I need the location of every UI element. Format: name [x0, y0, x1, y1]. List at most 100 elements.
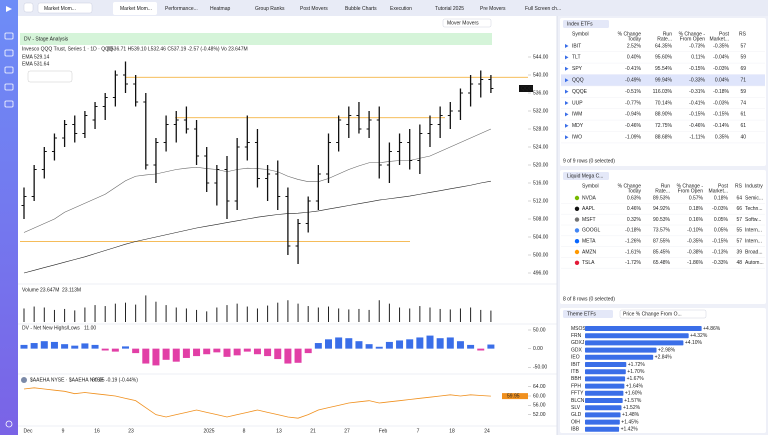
nav-icon[interactable] [4, 32, 14, 40]
bar[interactable] [585, 412, 621, 418]
tab[interactable] [428, 2, 472, 15]
tab-label[interactable]: Heatmap [210, 6, 231, 12]
table-cell[interactable]: TSLA [582, 260, 595, 266]
column-header[interactable]: Post [719, 31, 730, 37]
table-cell[interactable]: TLT [572, 55, 581, 61]
widget-tab[interactable] [563, 20, 609, 28]
table-cell[interactable]: IWO [572, 135, 582, 141]
bar[interactable] [585, 347, 657, 353]
nav-icon[interactable] [4, 83, 14, 91]
table-cell[interactable]: SPY [572, 66, 583, 72]
column-header[interactable]: Rate... [657, 36, 672, 42]
table-cell[interactable]: META [582, 239, 596, 245]
tab-label[interactable]: Performance... [165, 6, 198, 12]
table-cell[interactable]: NVDA [582, 195, 597, 201]
tab-label[interactable]: Pre Movers [480, 6, 506, 12]
column-header[interactable]: Today [628, 188, 642, 194]
column-header[interactable]: RS [735, 183, 743, 189]
column-header[interactable]: Market... [710, 36, 729, 42]
column-header[interactable]: From Open [680, 36, 706, 42]
column-header[interactable]: Symbol [572, 31, 589, 37]
metric-select[interactable] [619, 309, 707, 319]
column-header[interactable]: Symbol [582, 183, 599, 189]
bar[interactable] [585, 333, 689, 339]
tab[interactable] [473, 2, 517, 15]
tab[interactable] [518, 2, 562, 15]
bar[interactable] [585, 398, 623, 403]
tab-label[interactable]: Execution [390, 6, 412, 12]
bar [358, 308, 360, 322]
tab[interactable] [338, 2, 382, 15]
column-header[interactable]: % Change - [677, 183, 704, 189]
search-button[interactable] [23, 2, 34, 13]
tab-label[interactable]: Full Screen ch... [525, 6, 561, 12]
widget-title[interactable]: Index ETFs [567, 21, 593, 27]
bar-category: FFTY [571, 391, 584, 397]
nav-icon[interactable] [4, 49, 14, 57]
table-cell[interactable]: IWM [572, 112, 582, 118]
toolbar-dropdown-label[interactable]: Mover Movers [447, 20, 479, 26]
bar[interactable] [585, 354, 654, 360]
tab[interactable] [293, 2, 337, 15]
table-cell: Intern... [745, 228, 762, 234]
tab-label[interactable]: Group Ranks [255, 6, 285, 12]
widget-subtitle[interactable]: Price % Change From O... [623, 311, 682, 317]
table-cell[interactable]: UUP [572, 100, 583, 106]
column-header[interactable]: RS [739, 31, 747, 37]
column-header[interactable]: From Open [678, 188, 704, 194]
column-header[interactable]: Industry [745, 183, 763, 189]
tab-label[interactable]: Post Movers [300, 6, 328, 12]
symbol-tag: QQQ [521, 86, 533, 92]
tab-label[interactable]: Market Mom... [120, 6, 152, 12]
tab-label[interactable]: Tutorial 2025 [435, 6, 464, 12]
widget-title[interactable]: Liquid Mega C... [567, 173, 603, 179]
bar[interactable] [585, 340, 684, 346]
nav-icon[interactable] [4, 66, 14, 74]
bar[interactable] [585, 362, 627, 367]
drawing-toolbar[interactable] [27, 70, 73, 83]
table-cell[interactable]: QQQE [572, 89, 588, 95]
column-header[interactable]: Rate... [655, 188, 670, 194]
column-header[interactable]: Market... [709, 188, 728, 194]
toolbar-dropdown[interactable] [442, 18, 492, 28]
bar[interactable] [585, 419, 620, 425]
tab-label[interactable]: Bubble Charts [345, 6, 377, 12]
column-header[interactable]: % Change [618, 31, 642, 37]
tab[interactable] [158, 2, 202, 15]
bar[interactable] [585, 390, 624, 396]
settings-icon[interactable] [5, 420, 13, 428]
column-header[interactable]: Today [628, 36, 642, 42]
tab[interactable] [248, 2, 292, 15]
bar[interactable] [585, 326, 702, 331]
table-cell[interactable]: GOOGL [582, 228, 601, 234]
column-header[interactable]: % Change - [679, 31, 706, 37]
column-header[interactable]: Post [718, 183, 729, 189]
bar[interactable] [585, 383, 625, 389]
bar[interactable] [585, 405, 622, 411]
workspace-name[interactable]: Market Mom... [44, 6, 76, 12]
tab[interactable] [113, 2, 157, 15]
column-header[interactable]: Run [663, 31, 672, 37]
table-cell[interactable]: QQQ [572, 78, 584, 84]
widget-title[interactable]: Theme ETFs [567, 311, 596, 317]
workspace-select[interactable] [37, 2, 93, 14]
bar [53, 309, 55, 322]
bar [71, 345, 79, 349]
table-cell[interactable]: MSFT [582, 217, 596, 223]
table-cell[interactable]: IBIT [572, 43, 581, 49]
column-header[interactable]: % Change [618, 183, 642, 189]
table-cell: -0.46% [625, 123, 641, 129]
table-cell[interactable]: AMZN [582, 249, 597, 255]
table-cell[interactable]: MDY [572, 123, 584, 129]
tab[interactable] [203, 2, 247, 15]
widget-tab[interactable] [563, 310, 613, 318]
bar[interactable] [585, 369, 626, 375]
bar[interactable] [585, 376, 626, 382]
tab[interactable] [383, 2, 427, 15]
table-cell[interactable]: AAPL [582, 206, 595, 212]
column-header[interactable]: Run [661, 183, 670, 189]
nav-icon[interactable] [4, 100, 14, 108]
widget-tab[interactable] [563, 172, 609, 180]
x-tick-label: 8 [243, 428, 246, 434]
bar[interactable] [585, 426, 620, 432]
